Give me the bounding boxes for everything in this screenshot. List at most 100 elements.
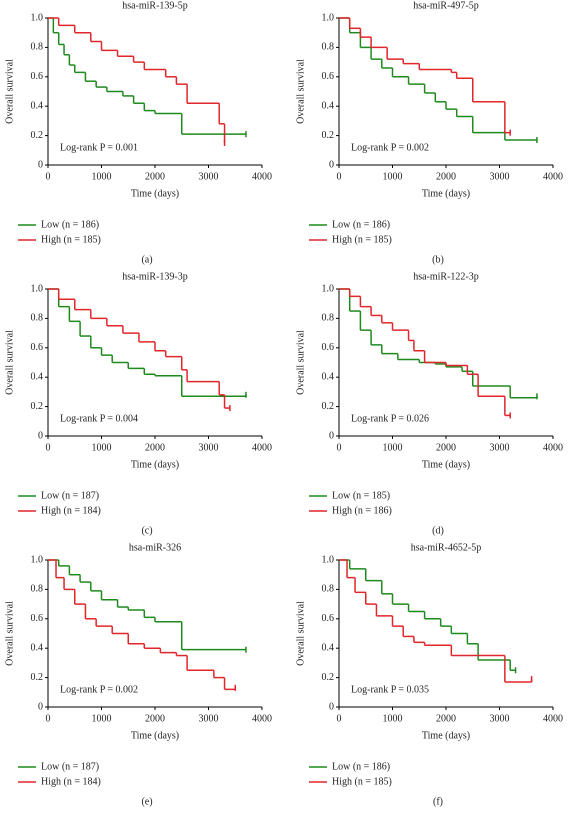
- legend-label: High (n = 184): [41, 505, 101, 516]
- y-tick-label: 0.6: [31, 342, 44, 353]
- y-axis-label: Overall survival: [295, 59, 306, 124]
- y-tick-label: 1.0: [322, 12, 335, 23]
- annotation: Log-rank P = 0.002: [351, 142, 429, 153]
- x-tick-label: 3000: [490, 442, 510, 453]
- y-tick-label: 0: [38, 430, 43, 441]
- y-axis-label: Overall survival: [295, 601, 306, 666]
- x-tick-label: 2000: [436, 713, 456, 724]
- y-tick-label: 0.6: [322, 613, 335, 624]
- y-tick-label: 0.2: [31, 672, 44, 683]
- x-tick-label: 1000: [92, 442, 112, 453]
- x-tick-label: 2000: [145, 713, 165, 724]
- y-tick-label: 0.8: [322, 584, 335, 595]
- y-tick-label: 0.6: [322, 71, 335, 82]
- x-tick-label: 3000: [199, 713, 219, 724]
- y-tick-label: 0.2: [31, 130, 44, 141]
- y-tick-label: 1.0: [322, 554, 335, 565]
- y-tick-label: 0: [38, 159, 43, 170]
- x-axis-label: Time (days): [131, 730, 179, 741]
- x-tick-label: 4000: [252, 442, 272, 453]
- x-tick-label: 0: [46, 442, 51, 453]
- legend-label: High (n = 185): [332, 234, 392, 245]
- annotation: Log-rank P = 0.004: [60, 413, 138, 424]
- y-tick-label: 0.6: [31, 613, 44, 624]
- y-tick-label: 0.8: [31, 584, 44, 595]
- x-tick-label: 2000: [145, 171, 165, 182]
- x-tick-label: 2000: [145, 442, 165, 453]
- y-tick-label: 0.4: [31, 100, 44, 111]
- annotation: Log-rank P = 0.026: [351, 413, 429, 424]
- legend-label: High (n = 186): [332, 505, 392, 516]
- panel-label: (d): [432, 525, 444, 536]
- chart-title: hsa-miR-139-3p: [122, 271, 188, 282]
- x-tick-label: 2000: [436, 442, 456, 453]
- y-tick-label: 0: [329, 701, 334, 712]
- x-tick-label: 3000: [490, 713, 510, 724]
- y-axis-label: Overall survival: [4, 601, 15, 666]
- y-axis-label: Overall survival: [295, 330, 306, 395]
- legend-label: Low (n = 186): [332, 761, 390, 772]
- y-tick-label: 0: [329, 430, 334, 441]
- y-tick-label: 0.4: [322, 100, 335, 111]
- panel-label: (b): [432, 254, 444, 265]
- x-tick-label: 3000: [490, 171, 510, 182]
- x-tick-label: 4000: [543, 442, 563, 453]
- x-axis-label: Time (days): [422, 188, 470, 199]
- x-tick-label: 1000: [383, 171, 403, 182]
- x-tick-label: 0: [337, 442, 342, 453]
- x-tick-label: 1000: [383, 442, 403, 453]
- chart-title: hsa-miR-4652-5p: [411, 542, 482, 553]
- x-axis-label: Time (days): [422, 730, 470, 741]
- y-tick-label: 1.0: [31, 554, 44, 565]
- x-tick-label: 3000: [199, 171, 219, 182]
- x-tick-label: 1000: [92, 171, 112, 182]
- chart-title: hsa-miR-497-5p: [413, 0, 479, 11]
- x-tick-label: 3000: [199, 442, 219, 453]
- x-tick-label: 2000: [436, 171, 456, 182]
- legend-label: High (n = 184): [41, 776, 101, 787]
- x-axis-label: Time (days): [422, 459, 470, 470]
- y-axis-label: Overall survival: [4, 330, 15, 395]
- chart-title: hsa-miR-326: [129, 542, 181, 553]
- y-tick-label: 1.0: [31, 283, 44, 294]
- y-tick-label: 0.4: [322, 642, 335, 653]
- y-tick-label: 0.8: [322, 313, 335, 324]
- panel-label: (a): [141, 254, 152, 265]
- y-tick-label: 0.6: [322, 342, 335, 353]
- legend-label: Low (n = 186): [41, 219, 99, 230]
- annotation: Log-rank P = 0.002: [60, 684, 138, 695]
- chart-title: hsa-miR-139-5p: [122, 0, 188, 11]
- y-tick-label: 0.2: [322, 672, 335, 683]
- panel-label: (c): [141, 525, 152, 536]
- x-axis-label: Time (days): [131, 459, 179, 470]
- x-tick-label: 0: [337, 171, 342, 182]
- annotation: Log-rank P = 0.035: [351, 684, 429, 695]
- y-tick-label: 0.2: [31, 401, 44, 412]
- x-tick-label: 4000: [543, 713, 563, 724]
- x-tick-label: 4000: [252, 171, 272, 182]
- legend-label: Low (n = 187): [41, 490, 99, 501]
- x-tick-label: 0: [46, 713, 51, 724]
- y-axis-label: Overall survival: [4, 59, 15, 124]
- y-tick-label: 0.8: [31, 42, 44, 53]
- legend-label: High (n = 185): [41, 234, 101, 245]
- legend-label: Low (n = 186): [332, 219, 390, 230]
- y-tick-label: 0.4: [31, 371, 44, 382]
- y-tick-label: 1.0: [322, 283, 335, 294]
- y-tick-label: 0.6: [31, 71, 44, 82]
- legend-label: Low (n = 185): [332, 490, 390, 501]
- legend-label: Low (n = 187): [41, 761, 99, 772]
- chart-title: hsa-miR-122-3p: [413, 271, 479, 282]
- y-tick-label: 0: [38, 701, 43, 712]
- x-tick-label: 1000: [92, 713, 112, 724]
- x-axis-label: Time (days): [131, 188, 179, 199]
- panel-label: (e): [141, 796, 152, 807]
- y-tick-label: 0.8: [31, 313, 44, 324]
- annotation: Log-rank P = 0.001: [60, 142, 138, 153]
- x-tick-label: 0: [46, 171, 51, 182]
- x-tick-label: 4000: [543, 171, 563, 182]
- y-tick-label: 0.4: [31, 642, 44, 653]
- y-tick-label: 1.0: [31, 12, 44, 23]
- panel-label: (f): [433, 796, 443, 807]
